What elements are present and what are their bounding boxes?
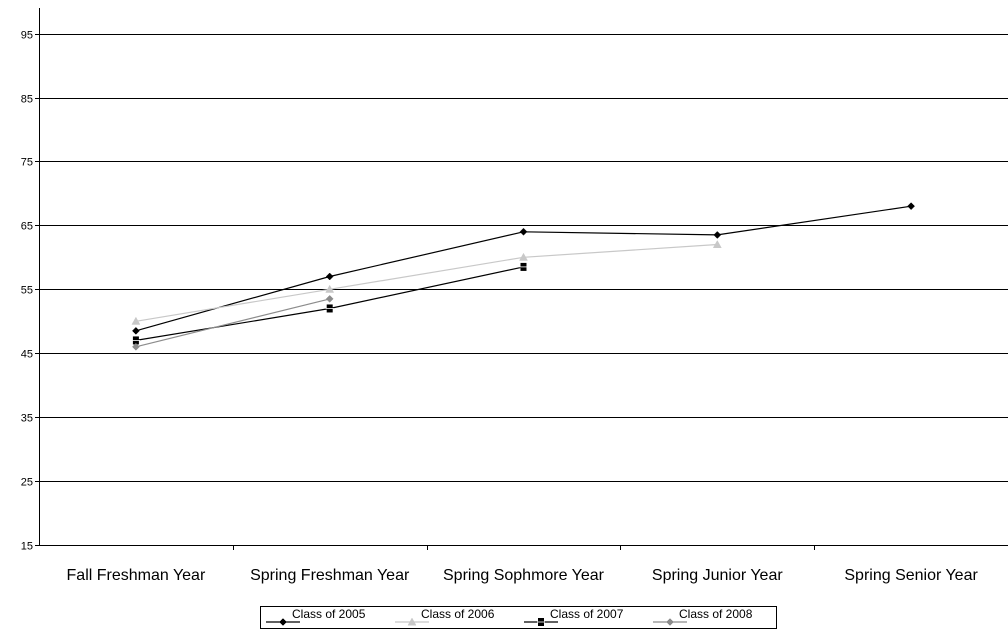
axes [35,8,1008,550]
series-0-marker [279,618,287,626]
series-1-line [135,243,718,322]
series-3-line [135,298,330,348]
y-tick-label: 65 [21,221,33,233]
series-2 [131,262,528,345]
legend-box [260,606,777,629]
y-tick-label: 55 [21,285,33,297]
series-0 [132,202,915,335]
x-tick-label: Spring Junior Year [652,567,783,584]
legend-item: Class of 2006 [395,607,495,626]
series-group [131,202,915,351]
y-tick-label: 95 [21,30,33,42]
series-0-marker [713,231,722,239]
legend-label: Class of 2005 [292,607,366,621]
y-tick-labels: 15 25 35 45 55 65 75 85 95 [21,30,33,553]
x-tick-labels: Fall Freshman Year Spring Freshman Year Sp… [67,567,979,584]
series-3-marker [325,295,334,303]
legend-label: Class of 2006 [421,607,495,621]
y-tick-label: 85 [21,94,33,106]
legend-item: Class of 2008 [653,607,753,626]
x-tick-label: Spring Sophmore Year [443,567,605,584]
y-tick-label: 45 [21,349,33,361]
y-tick-label: 75 [21,157,33,169]
x-tick-label: Spring Freshman Year [250,567,410,584]
legend-label: Class of 2008 [679,607,753,621]
legend-label: Class of 2007 [550,607,624,621]
x-tick-label: Spring Senior Year [844,567,978,584]
legend-item: Class of 2005 [266,607,366,626]
gridlines [39,34,1008,482]
series-1-marker [712,240,722,248]
series-1 [131,240,722,325]
series-1-marker [519,252,528,261]
series-1-marker [325,284,335,293]
y-tick-label: 15 [21,541,33,553]
series-0-marker [132,326,140,335]
series-3-marker [666,618,674,626]
legend: Class of 2005 Class of 2006 Class of 2007 C… [260,606,777,629]
series-0-marker [519,227,528,236]
y-tick-label: 25 [21,477,33,489]
series-3-marker [132,342,140,351]
legend-item: Class of 2007 [524,607,624,626]
y-tick-label: 35 [21,413,33,425]
series-1-marker [131,316,141,325]
series-0-marker [325,272,334,281]
series-0-marker [907,202,915,211]
series-3 [132,295,334,351]
series-1-marker [407,617,417,626]
x-tick-label: Fall Freshman Year [67,567,206,584]
